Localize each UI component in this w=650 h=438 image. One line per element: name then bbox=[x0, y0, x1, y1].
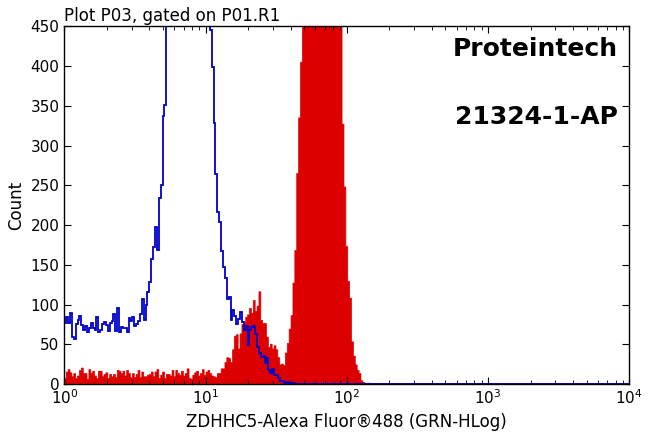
Polygon shape bbox=[64, 0, 629, 384]
X-axis label: ZDHHC5-Alexa Fluor®488 (GRN-HLog): ZDHHC5-Alexa Fluor®488 (GRN-HLog) bbox=[187, 413, 507, 431]
Text: Plot P03, gated on P01.R1: Plot P03, gated on P01.R1 bbox=[64, 7, 281, 25]
Y-axis label: Count: Count bbox=[7, 180, 25, 230]
Text: 21324-1-AP: 21324-1-AP bbox=[455, 105, 618, 129]
Text: Proteintech: Proteintech bbox=[453, 37, 618, 61]
